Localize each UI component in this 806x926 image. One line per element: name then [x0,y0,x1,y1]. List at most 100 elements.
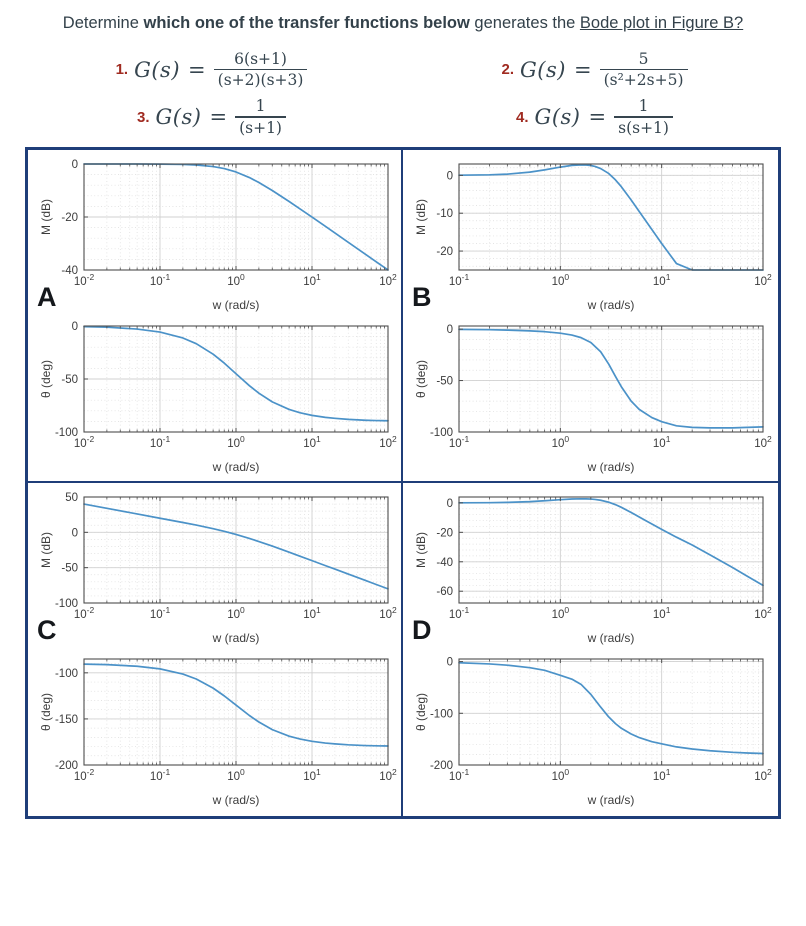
question-bold-part: which one of the transfer functions belo… [143,14,470,32]
svg-text:-100: -100 [55,668,78,680]
svg-text:10-1: 10-1 [150,605,171,621]
option-1-number: 1. [115,61,129,79]
option-3-formula: G(s) = 1 (s+1) [155,97,286,137]
svg-text:102: 102 [754,605,772,621]
svg-text:w (rad/s): w (rad/s) [212,460,260,474]
question-text: Determine which one of the transfer func… [0,0,806,36]
svg-text:-50: -50 [61,374,78,386]
option-4-equals: = [588,105,607,129]
svg-text:102: 102 [754,434,772,450]
option-3-number: 3. [137,108,150,126]
svg-text:M (dB): M (dB) [39,532,53,568]
svg-text:100: 100 [552,605,570,621]
option-2-number: 2. [501,61,515,79]
svg-text:-50: -50 [436,375,453,387]
svg-text:0: 0 [72,527,78,539]
svg-text:-40: -40 [436,556,453,568]
svg-text:-10: -10 [436,208,453,220]
svg-text:10-1: 10-1 [449,272,470,288]
svg-text:-100: -100 [430,427,453,439]
options-row-2: 3. G(s) = 1 (s+1) 4. G(s) = 1 s(s+1) [20,97,786,137]
option-2-lhs: G(s) [520,57,566,82]
svg-text:10-1: 10-1 [150,767,171,783]
option-1-formula: G(s) = 6(s+1) (s+2)(s+3) [134,49,308,90]
option-2-numerator: 5 [638,49,649,68]
svg-text:M (dB): M (dB) [39,199,53,235]
svg-text:M (dB): M (dB) [414,199,428,235]
fraction-bar-icon [599,68,688,71]
panel-C-magnitude-plot: 10-2 10-1 100 101 102 50 0 -50 -100 M (dB) w (rad/… [28,485,401,647]
option-4-denominator: s(s+1) [618,118,669,137]
option-3[interactable]: 3. G(s) = 1 (s+1) [20,97,403,137]
svg-text:100: 100 [552,272,570,288]
option-1-equals: = [188,57,206,82]
option-2-formula: G(s) = 5 (s²+2s+5) [520,49,688,89]
svg-text:-20: -20 [61,212,78,224]
option-3-numerator: 1 [255,97,266,116]
svg-text:0: 0 [447,498,453,510]
svg-text:M (dB): M (dB) [414,532,428,568]
question-part-2: generates the [469,14,580,32]
question-part-1: Determine [62,14,144,32]
bode-panel-A: 10-2 10-1 100 101 102 0 -20 -40 M (dB) w (rad/s) … [28,149,403,483]
svg-text:θ (deg): θ (deg) [414,693,428,731]
svg-text:w (rad/s): w (rad/s) [587,631,635,645]
panel-C-phase-plot: 10-2 10-1 100 101 102 -100 -150 -200 θ (deg) w (r… [28,647,401,809]
svg-text:-60: -60 [436,586,453,598]
svg-text:102: 102 [754,767,772,783]
svg-text:-20: -20 [436,246,453,258]
panel-C-letter: C [37,614,57,645]
option-4-lhs: G(s) [534,105,581,129]
svg-text:-150: -150 [55,714,78,726]
svg-text:-100: -100 [55,598,78,610]
panel-A-phase-plot: 10-2 10-1 100 101 102 0 -50 -100 θ (deg) w (rad/s… [28,314,401,476]
fraction-bar-icon [614,116,673,118]
option-3-fraction: 1 (s+1) [235,97,286,137]
svg-text:101: 101 [653,434,671,450]
svg-text:102: 102 [379,434,397,450]
svg-text:-200: -200 [430,760,453,772]
svg-text:0: 0 [447,170,453,182]
question-underlined-part: Bode plot in Figure B? [579,14,744,32]
svg-text:101: 101 [303,434,321,450]
option-1[interactable]: 1. G(s) = 6(s+1) (s+2)(s+3) [20,50,403,89]
option-4[interactable]: 4. G(s) = 1 s(s+1) [403,97,786,137]
option-4-formula: G(s) = 1 s(s+1) [534,97,673,137]
svg-text:0: 0 [447,324,453,336]
svg-text:102: 102 [379,272,397,288]
panel-A-letter: A [37,281,57,312]
svg-text:θ (deg): θ (deg) [414,360,428,398]
svg-text:w (rad/s): w (rad/s) [212,793,260,807]
fraction-bar-icon [213,68,308,71]
svg-text:θ (deg): θ (deg) [39,693,53,731]
option-4-numerator: 1 [638,97,649,116]
bode-plot-figure-grid: 10-2 10-1 100 101 102 0 -20 -40 M (dB) w (rad/s) … [25,146,781,819]
svg-text:w (rad/s): w (rad/s) [212,631,260,645]
options-row-1: 1. G(s) = 6(s+1) (s+2)(s+3) 2. G(s) = 5 … [20,50,786,89]
svg-text:-200: -200 [55,760,78,772]
option-2[interactable]: 2. G(s) = 5 (s²+2s+5) [403,50,786,89]
svg-text:100: 100 [227,434,245,450]
svg-text:0: 0 [72,159,78,171]
svg-text:-100: -100 [430,708,453,720]
option-1-fraction: 6(s+1) (s+2)(s+3) [213,49,308,90]
svg-text:10-1: 10-1 [449,605,470,621]
option-3-lhs: G(s) [155,105,202,129]
svg-text:w (rad/s): w (rad/s) [212,298,260,312]
option-4-number: 4. [516,108,529,126]
svg-text:100: 100 [552,434,570,450]
svg-text:0: 0 [447,656,453,668]
svg-text:101: 101 [653,767,671,783]
svg-text:100: 100 [552,767,570,783]
svg-text:101: 101 [303,605,321,621]
option-1-denominator: (s+2)(s+3) [217,71,304,90]
bode-subplot-D-magnitude: 10-1 100 101 102 0 -20 -40 -60 M (dB) w (rad/s) [414,496,772,645]
bode-panel-D: 10-1 100 101 102 0 -20 -40 -60 M (dB) w (rad/s) D… [403,483,778,816]
bode-subplot-B-magnitude: 10-1 100 101 102 0 -10 -20 M (dB) w (rad/s) [414,163,772,312]
option-1-numerator: 6(s+1) [234,49,287,68]
panel-B-magnitude-plot: 10-1 100 101 102 0 -10 -20 M (dB) w (rad/s) [403,152,778,314]
